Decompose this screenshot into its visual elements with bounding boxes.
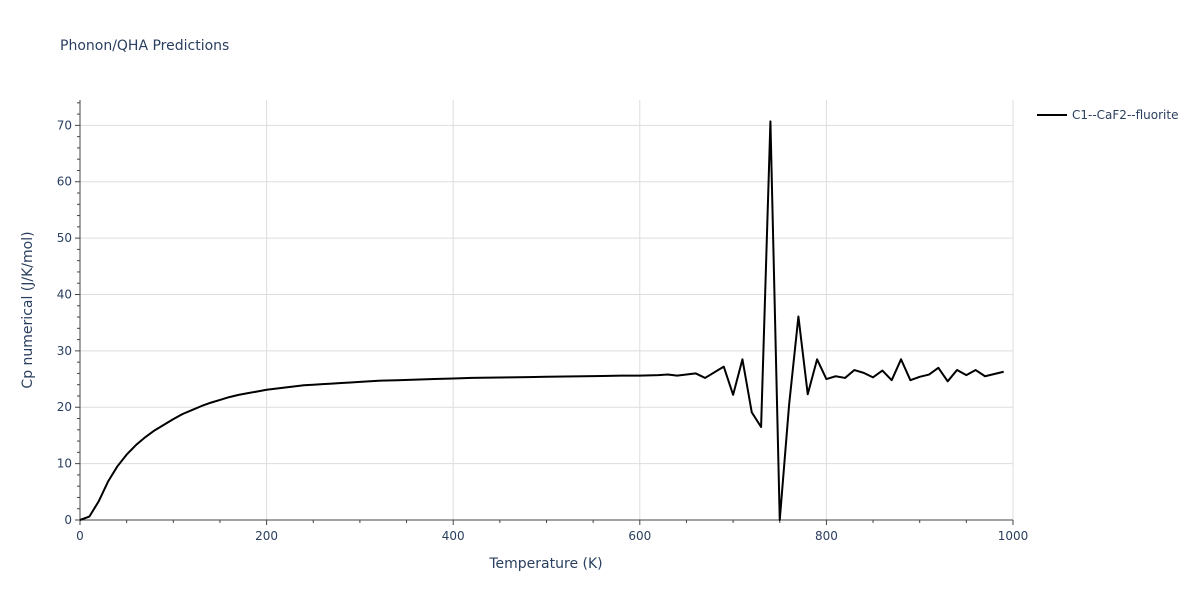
x-tick-label: 1000 bbox=[998, 529, 1029, 543]
y-tick-label: 20 bbox=[57, 400, 72, 414]
y-axis-label: Cp numerical (J/K/mol) bbox=[20, 231, 36, 388]
grid bbox=[80, 100, 1014, 520]
x-tick-label: 400 bbox=[442, 529, 465, 543]
x-axis-label: Temperature (K) bbox=[488, 556, 602, 572]
legend[interactable]: C1--CaF2--fluorite bbox=[1037, 108, 1178, 122]
chart-title: Phonon/QHA Predictions bbox=[60, 38, 229, 54]
y-tick-label: 50 bbox=[57, 231, 72, 245]
y-tick-label: 70 bbox=[57, 118, 72, 132]
tick-labels: 0 200 400 600 800 1000 0 10 20 30 40 50 60 70 bbox=[57, 118, 1029, 543]
axes bbox=[75, 100, 1014, 525]
legend-label: C1--CaF2--fluorite bbox=[1072, 108, 1178, 122]
series-line bbox=[79, 120, 1004, 521]
y-tick-label: 40 bbox=[57, 287, 72, 301]
x-tick-label: 800 bbox=[815, 529, 838, 543]
y-tick-label: 0 bbox=[64, 513, 72, 527]
x-tick-label: 200 bbox=[255, 529, 278, 543]
y-tick-label: 30 bbox=[57, 344, 72, 358]
x-tick-label: 600 bbox=[628, 529, 651, 543]
y-tick-label: 60 bbox=[57, 175, 72, 189]
x-tick-label: 0 bbox=[76, 529, 84, 543]
y-tick-label: 10 bbox=[57, 457, 72, 471]
